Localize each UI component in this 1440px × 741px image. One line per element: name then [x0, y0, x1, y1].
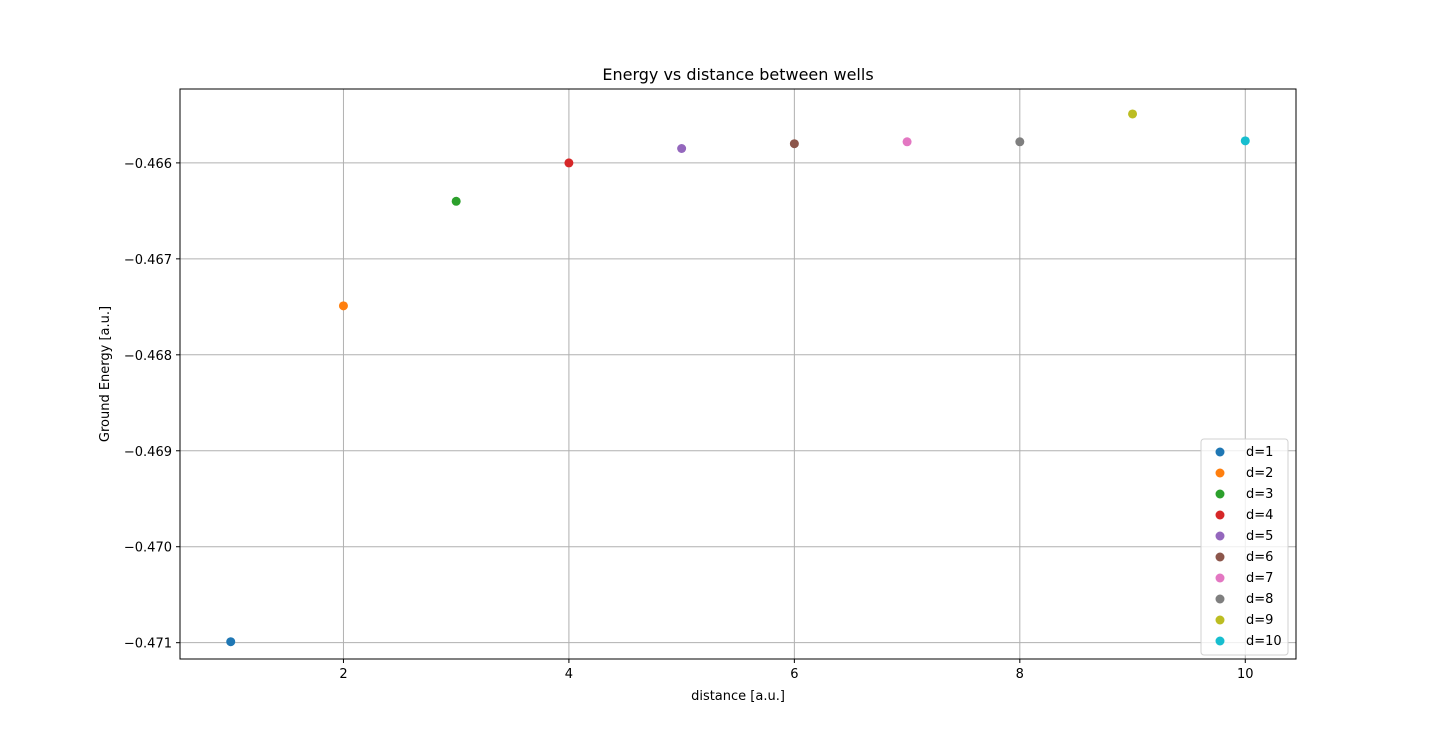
legend-item: d=9 [1215, 613, 1273, 628]
x-tick-label: 2 [339, 667, 347, 682]
y-tick-label: −0.470 [124, 541, 172, 556]
legend-item: d=6 [1215, 550, 1273, 565]
legend-marker [1215, 615, 1225, 625]
data-point [1128, 109, 1138, 119]
y-tick-label: −0.467 [124, 253, 172, 268]
x-tick-label: 6 [790, 667, 798, 682]
y-axis-label: Ground Energy [a.u.] [98, 306, 113, 442]
legend-label: d=8 [1246, 592, 1273, 607]
legend-marker [1215, 468, 1225, 478]
legend-label: d=9 [1246, 613, 1273, 628]
grid [180, 89, 1296, 659]
legend-item: d=5 [1215, 529, 1273, 544]
legend-label: d=2 [1246, 466, 1273, 481]
legend-marker [1215, 510, 1225, 520]
data-point [1240, 136, 1250, 146]
legend-marker [1215, 636, 1225, 646]
legend-label: d=7 [1246, 571, 1273, 586]
x-tick-label: 4 [565, 667, 573, 682]
chart-title: Energy vs distance between wells [602, 65, 873, 84]
legend-marker [1215, 594, 1225, 604]
data-point [902, 137, 912, 147]
legend-marker [1215, 489, 1225, 499]
legend-box [1200, 438, 1289, 656]
legend-item: d=8 [1215, 592, 1273, 607]
legend: d=1 d=2 d=3 d=4 d=5 d=6 d=7 d=8 d=9 d=10 [1200, 438, 1289, 656]
legend-marker [1215, 573, 1225, 583]
y-tick-label: −0.468 [124, 349, 172, 364]
legend-marker [1215, 552, 1225, 562]
data-point [677, 143, 687, 153]
legend-label: d=4 [1246, 508, 1273, 523]
legend-label: d=1 [1246, 445, 1273, 460]
legend-marker [1215, 531, 1225, 541]
data-point [789, 139, 799, 149]
data-points [226, 109, 1250, 647]
legend-item: d=4 [1215, 508, 1273, 523]
legend-marker [1215, 447, 1225, 457]
legend-label: d=5 [1246, 529, 1273, 544]
legend-label: d=10 [1246, 634, 1282, 649]
x-tick-label: 8 [1016, 667, 1024, 682]
axis-ticks: 2 4 6 8 10 −0.471 −0.470 −0.469 −0.468 −0.467 −0.4… [124, 157, 1254, 682]
y-tick-label: −0.466 [124, 157, 172, 172]
legend-item: d=7 [1215, 571, 1273, 586]
legend-item: d=1 [1215, 445, 1273, 460]
y-tick-label: −0.471 [124, 637, 172, 652]
legend-label: d=6 [1246, 550, 1273, 565]
legend-item: d=10 [1215, 634, 1282, 649]
legend-label: d=3 [1246, 487, 1273, 502]
y-tick-label: −0.469 [124, 445, 172, 460]
data-point [564, 158, 574, 168]
x-tick-label: 10 [1237, 667, 1254, 682]
data-point [1015, 137, 1025, 147]
data-point [451, 196, 461, 206]
data-point [338, 301, 348, 311]
data-point [226, 637, 236, 647]
legend-item: d=3 [1215, 487, 1273, 502]
plot-frame [179, 88, 1297, 660]
x-axis-label: distance [a.u.] [691, 689, 785, 704]
legend-item: d=2 [1215, 466, 1273, 481]
